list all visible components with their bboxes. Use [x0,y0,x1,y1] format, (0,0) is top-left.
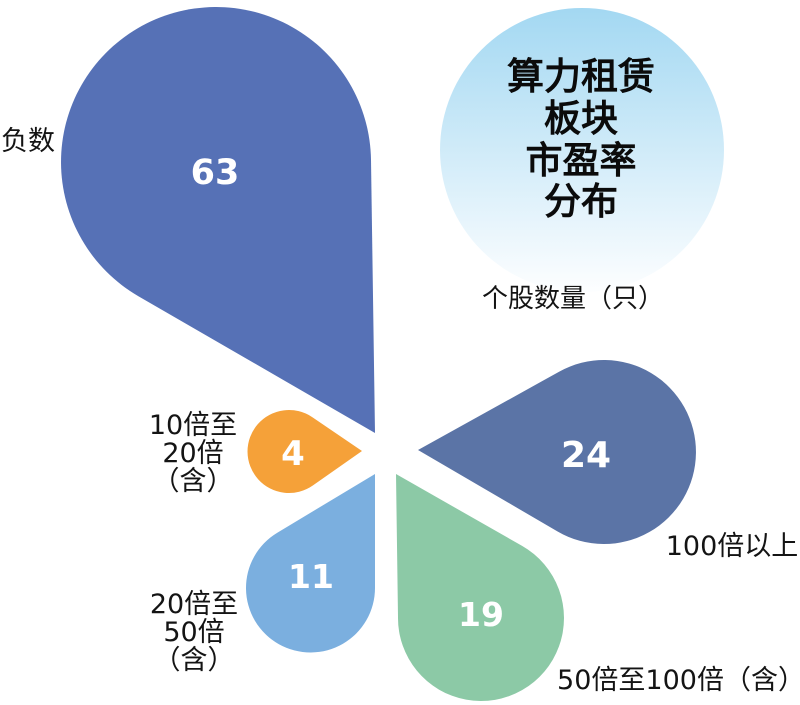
petal-10-20: 4 10倍至 20倍 （含） [149,409,362,497]
petal-20-50-label-line3: （含） [154,645,235,676]
petal-20-50-value: 11 [288,557,334,596]
petal-50-100: 19 50倍至100倍（含） [396,474,800,702]
chart-title-line-3: 市盈率 [526,139,637,182]
petal-10-20-value: 4 [281,434,305,474]
chart-title-line-4: 分布 [544,180,618,223]
petal-10-20-shape [247,409,362,493]
petal-20-50-label-line2: 50倍 [163,617,224,648]
petal-negative-value: 63 [191,153,240,193]
petal-negative-label: 负数 [1,126,55,157]
petal-50-100-shape [396,474,564,702]
petal-20-50-shape [246,474,375,653]
title-circle [440,8,724,292]
petal-over-100-label: 100倍以上 [666,531,799,562]
chart-title-line-1: 算力租赁 [507,55,655,98]
petal-20-50: 11 20倍至 50倍 （含） [150,474,375,676]
petal-20-50-label-line1: 20倍至 [150,589,238,620]
petal-over-100-shape [418,360,696,545]
petal-negative-shape [61,7,375,434]
petal-10-20-label-line2: 20倍 [162,438,223,469]
petal-negative: 63 负数 [1,7,375,434]
petal-over-100-value: 24 [561,435,611,476]
petal-10-20-label-line1: 10倍至 [149,410,237,441]
petal-50-100-value: 19 [458,595,504,634]
petal-50-100-label: 50倍至100倍（含） [557,665,800,696]
petal-10-20-label-line3: （含） [153,466,234,497]
unit-label: 个股数量（只） [482,284,664,314]
chart-title-line-2: 板块 [544,97,618,140]
petal-over-100: 24 100倍以上 [418,360,798,562]
